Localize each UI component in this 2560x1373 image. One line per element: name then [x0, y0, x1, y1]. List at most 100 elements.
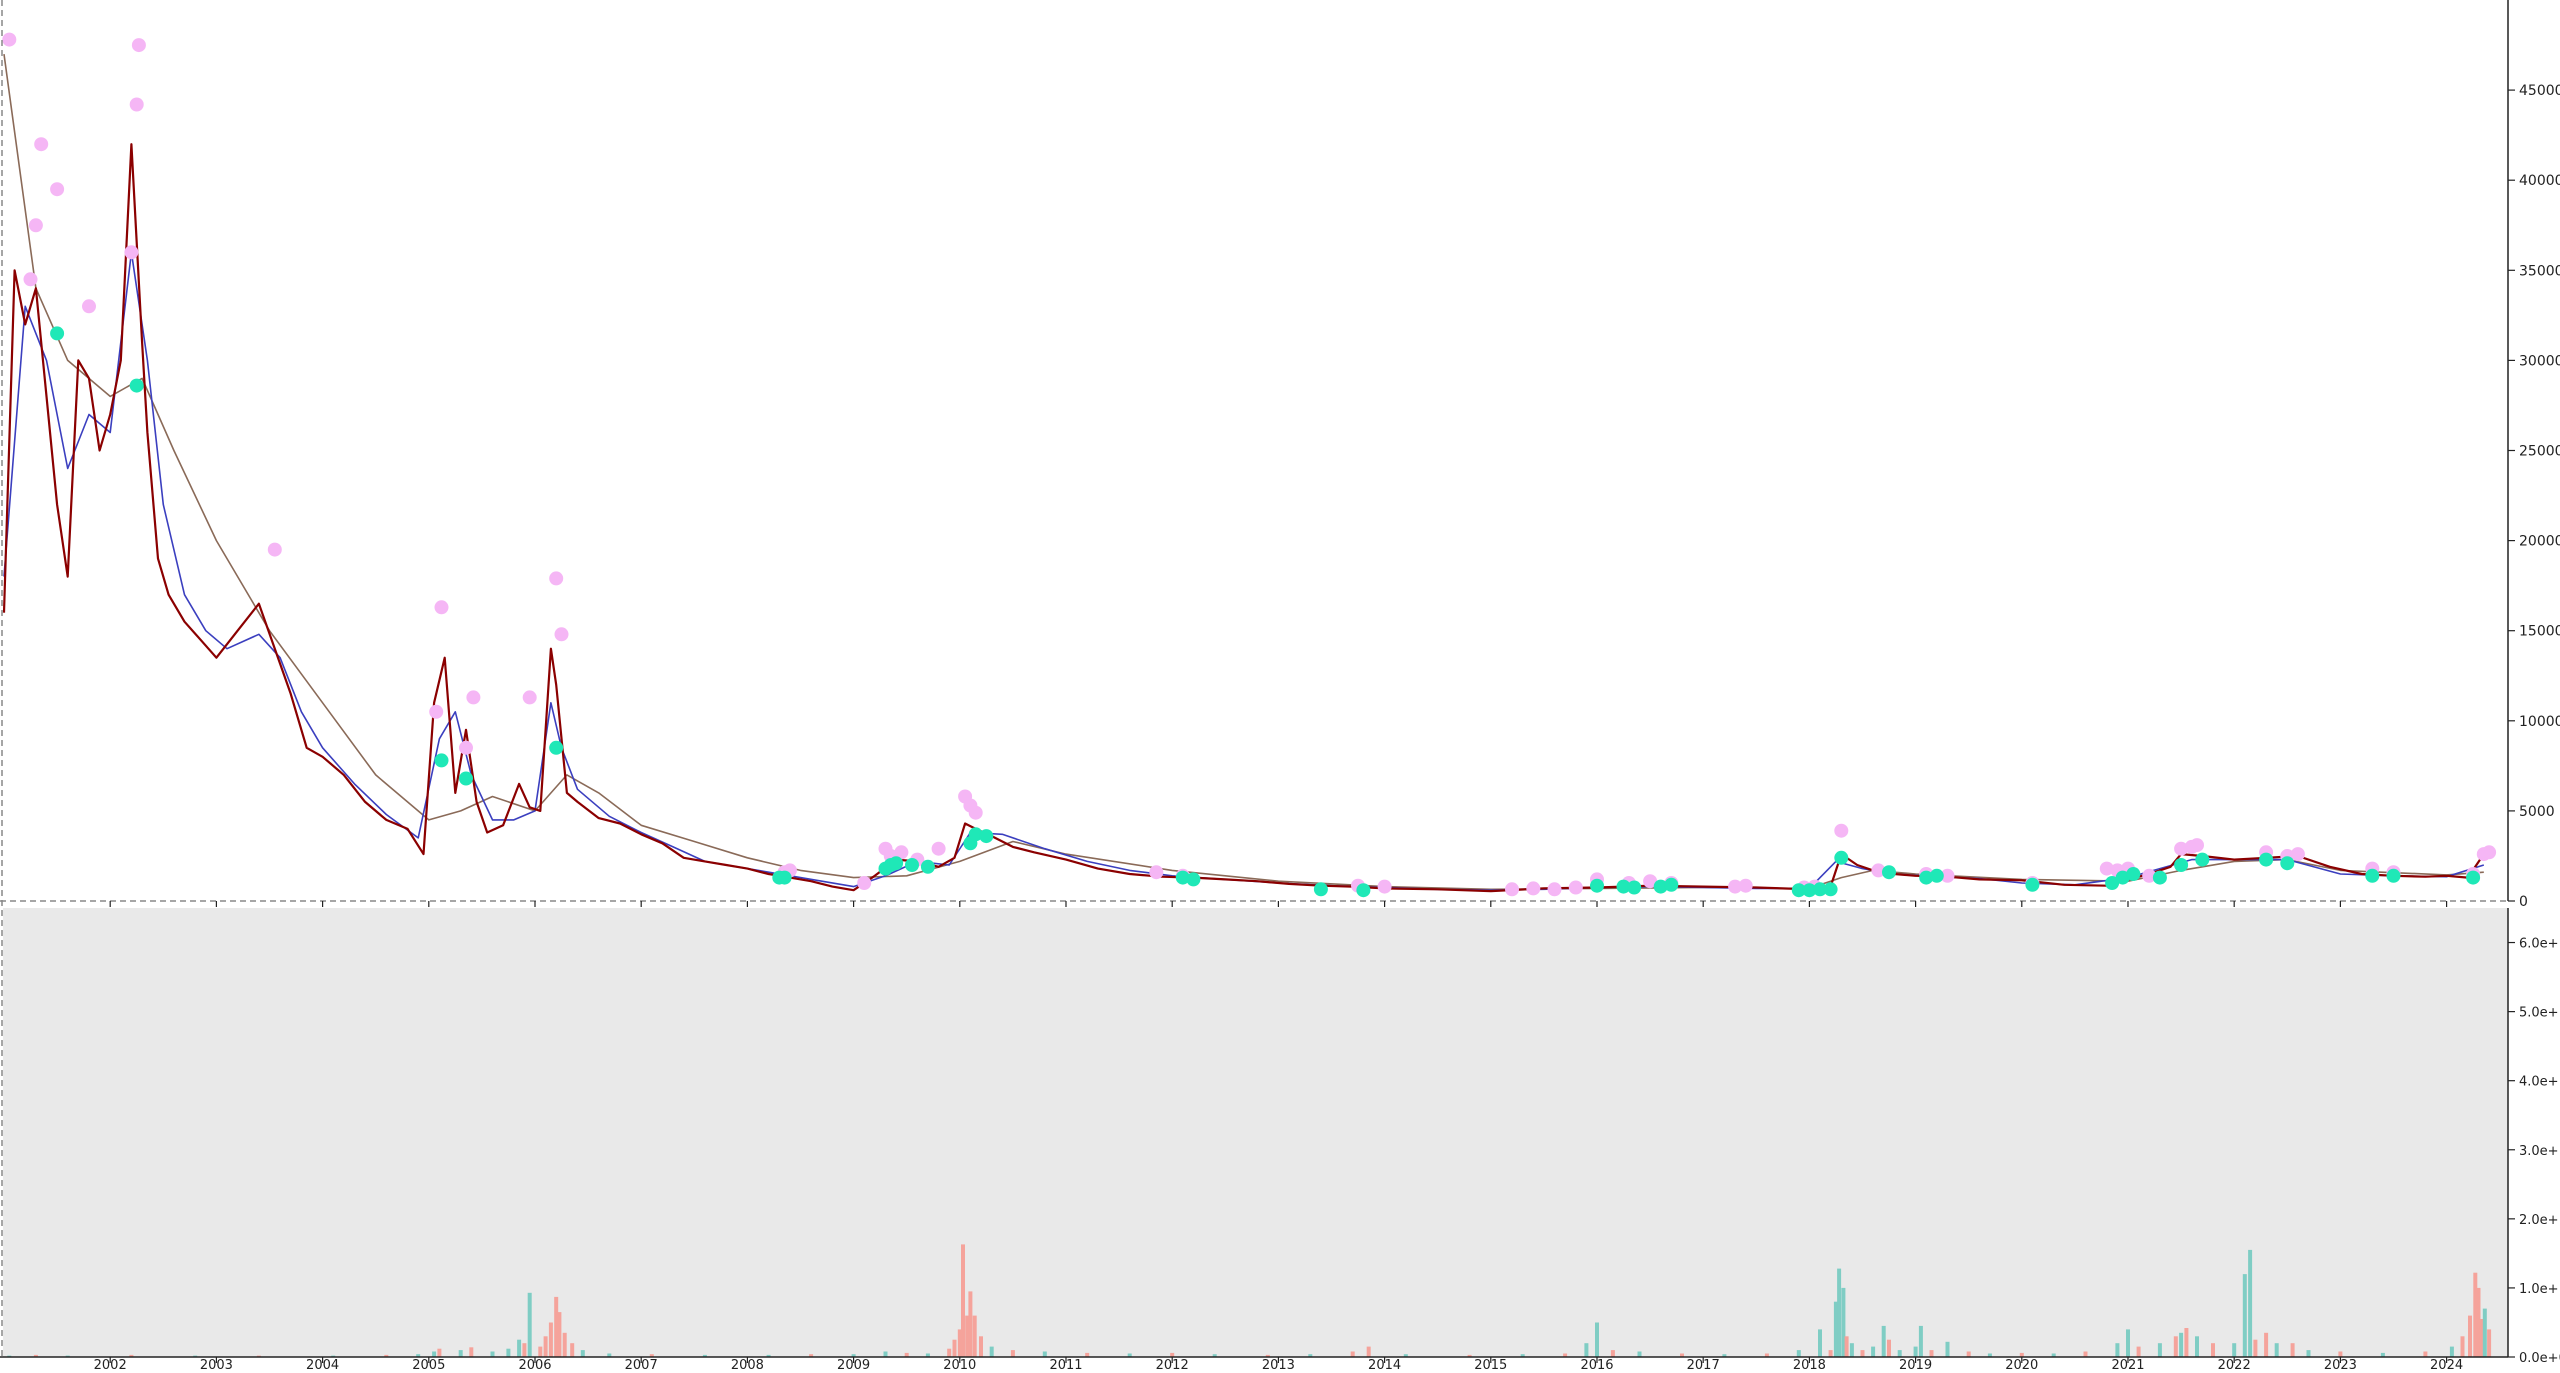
x-tick-label: 2016	[1580, 1358, 1613, 1369]
price-tick-label: 15000	[2519, 624, 2560, 640]
green-marker	[1834, 850, 1849, 865]
x-tick-label: 2023	[2324, 1358, 2357, 1369]
volume-bar	[1680, 1353, 1684, 1357]
volume-bar	[1127, 1353, 1132, 1357]
volume-bar	[1871, 1346, 1876, 1357]
green-marker	[2365, 868, 2380, 883]
volume-bar	[580, 1350, 585, 1357]
green-marker	[889, 856, 904, 871]
volume-bar	[2423, 1351, 2428, 1357]
pink-marker	[131, 38, 146, 53]
x-tick-label: 2009	[837, 1358, 870, 1369]
volume-bar	[554, 1296, 559, 1357]
volume-bar	[1584, 1343, 1589, 1357]
volume-tick-label: 3.0e+11	[2519, 1144, 2560, 1159]
pink-marker	[1526, 881, 1541, 896]
pink-marker	[434, 600, 449, 615]
volume-bar	[2487, 1329, 2492, 1357]
green-marker	[50, 326, 65, 341]
volume-bar	[538, 1346, 543, 1357]
volume-bar	[965, 1315, 970, 1357]
volume-bar	[1366, 1346, 1371, 1357]
volume-bar	[2380, 1352, 2385, 1357]
pink-marker	[1643, 874, 1658, 889]
green-marker	[1882, 865, 1896, 880]
green-marker	[549, 740, 564, 755]
volume-bar	[1796, 1350, 1801, 1357]
x-tick-label: 2020	[2005, 1358, 2038, 1369]
volume-bar	[2157, 1343, 2162, 1357]
volume-bar	[649, 1354, 654, 1357]
green-marker	[1929, 868, 1944, 883]
volume-bar	[2242, 1274, 2247, 1357]
volume-bar	[416, 1354, 421, 1357]
green-marker	[2259, 852, 2274, 867]
volume-bar	[1403, 1354, 1408, 1357]
pink-marker	[1377, 879, 1392, 894]
x-tick-label: 2022	[2218, 1358, 2251, 1369]
volume-bar	[1722, 1354, 1727, 1357]
green-marker	[129, 378, 144, 393]
pink-marker	[968, 805, 983, 820]
volume-bar	[2051, 1353, 2056, 1357]
axes	[0, 0, 2509, 1358]
green-marker	[2195, 852, 2210, 867]
green-marker	[920, 859, 935, 874]
volume-bar	[2136, 1346, 2141, 1357]
volume-bar	[2460, 1336, 2465, 1357]
volume-bar	[1085, 1352, 1090, 1357]
volume-bar	[2184, 1328, 2189, 1357]
x-tick-label: 2002	[94, 1358, 127, 1369]
volume-bar	[33, 1354, 38, 1357]
green-marker	[968, 827, 983, 842]
green-marker	[2152, 870, 2167, 885]
volume-bar	[1308, 1354, 1313, 1357]
volume-bar	[979, 1336, 983, 1357]
pink-marker	[1568, 880, 1583, 895]
volume-bar	[2264, 1332, 2269, 1357]
volume-bar	[2179, 1332, 2184, 1357]
price-panel-background	[0, 0, 2508, 900]
volume-y-axis-ticks: 0.0e+00 1.0e+11 2.0e+11 3.0e+11 4.0e+11 5.0e+…	[2508, 937, 2560, 1366]
green-signal-markers	[50, 326, 2481, 898]
volume-bar	[961, 1244, 965, 1357]
volume-bar	[570, 1343, 575, 1357]
price-tick-label: 20000	[2519, 534, 2560, 550]
volume-bar	[702, 1354, 707, 1357]
green-marker	[2174, 858, 2189, 872]
volume-bar	[1764, 1353, 1769, 1357]
green-marker	[2115, 870, 2130, 885]
pink-marker	[1149, 865, 1164, 880]
volume-bar	[437, 1348, 442, 1357]
volume-bar	[2173, 1336, 2178, 1357]
green-marker	[2025, 877, 2040, 892]
x-tick-label: 2010	[943, 1358, 976, 1369]
x-tick-label: 2003	[200, 1358, 233, 1369]
pink-marker	[1547, 882, 1562, 897]
volume-bar	[925, 1353, 930, 1357]
volume-bar	[1887, 1339, 1891, 1357]
pink-marker	[459, 740, 473, 755]
green-marker	[1627, 880, 1642, 895]
volume-bar	[1212, 1354, 1217, 1357]
pink-marker	[894, 845, 909, 860]
volume-bar	[2195, 1336, 2199, 1357]
volume-bar	[1860, 1350, 1865, 1357]
x-tick-label: 2008	[731, 1358, 764, 1369]
volume-bar	[2482, 1308, 2487, 1357]
volume-bar	[1913, 1346, 1918, 1357]
green-marker	[1664, 877, 1679, 892]
pink-marker	[1940, 868, 1955, 883]
volume-tick-label: 0.0e+00	[2519, 1351, 2560, 1366]
volume-panel-background	[3, 908, 2508, 1357]
volume-bar	[1170, 1352, 1175, 1357]
volume-bar	[947, 1348, 952, 1357]
green-marker	[2386, 868, 2401, 883]
x-tick-label: 2019	[1899, 1358, 1932, 1369]
volume-bar	[2338, 1351, 2343, 1357]
volume-bar	[557, 1312, 562, 1357]
pink-marker	[124, 245, 139, 260]
volume-bar	[1610, 1350, 1615, 1357]
x-tick-label: 2004	[306, 1358, 339, 1369]
